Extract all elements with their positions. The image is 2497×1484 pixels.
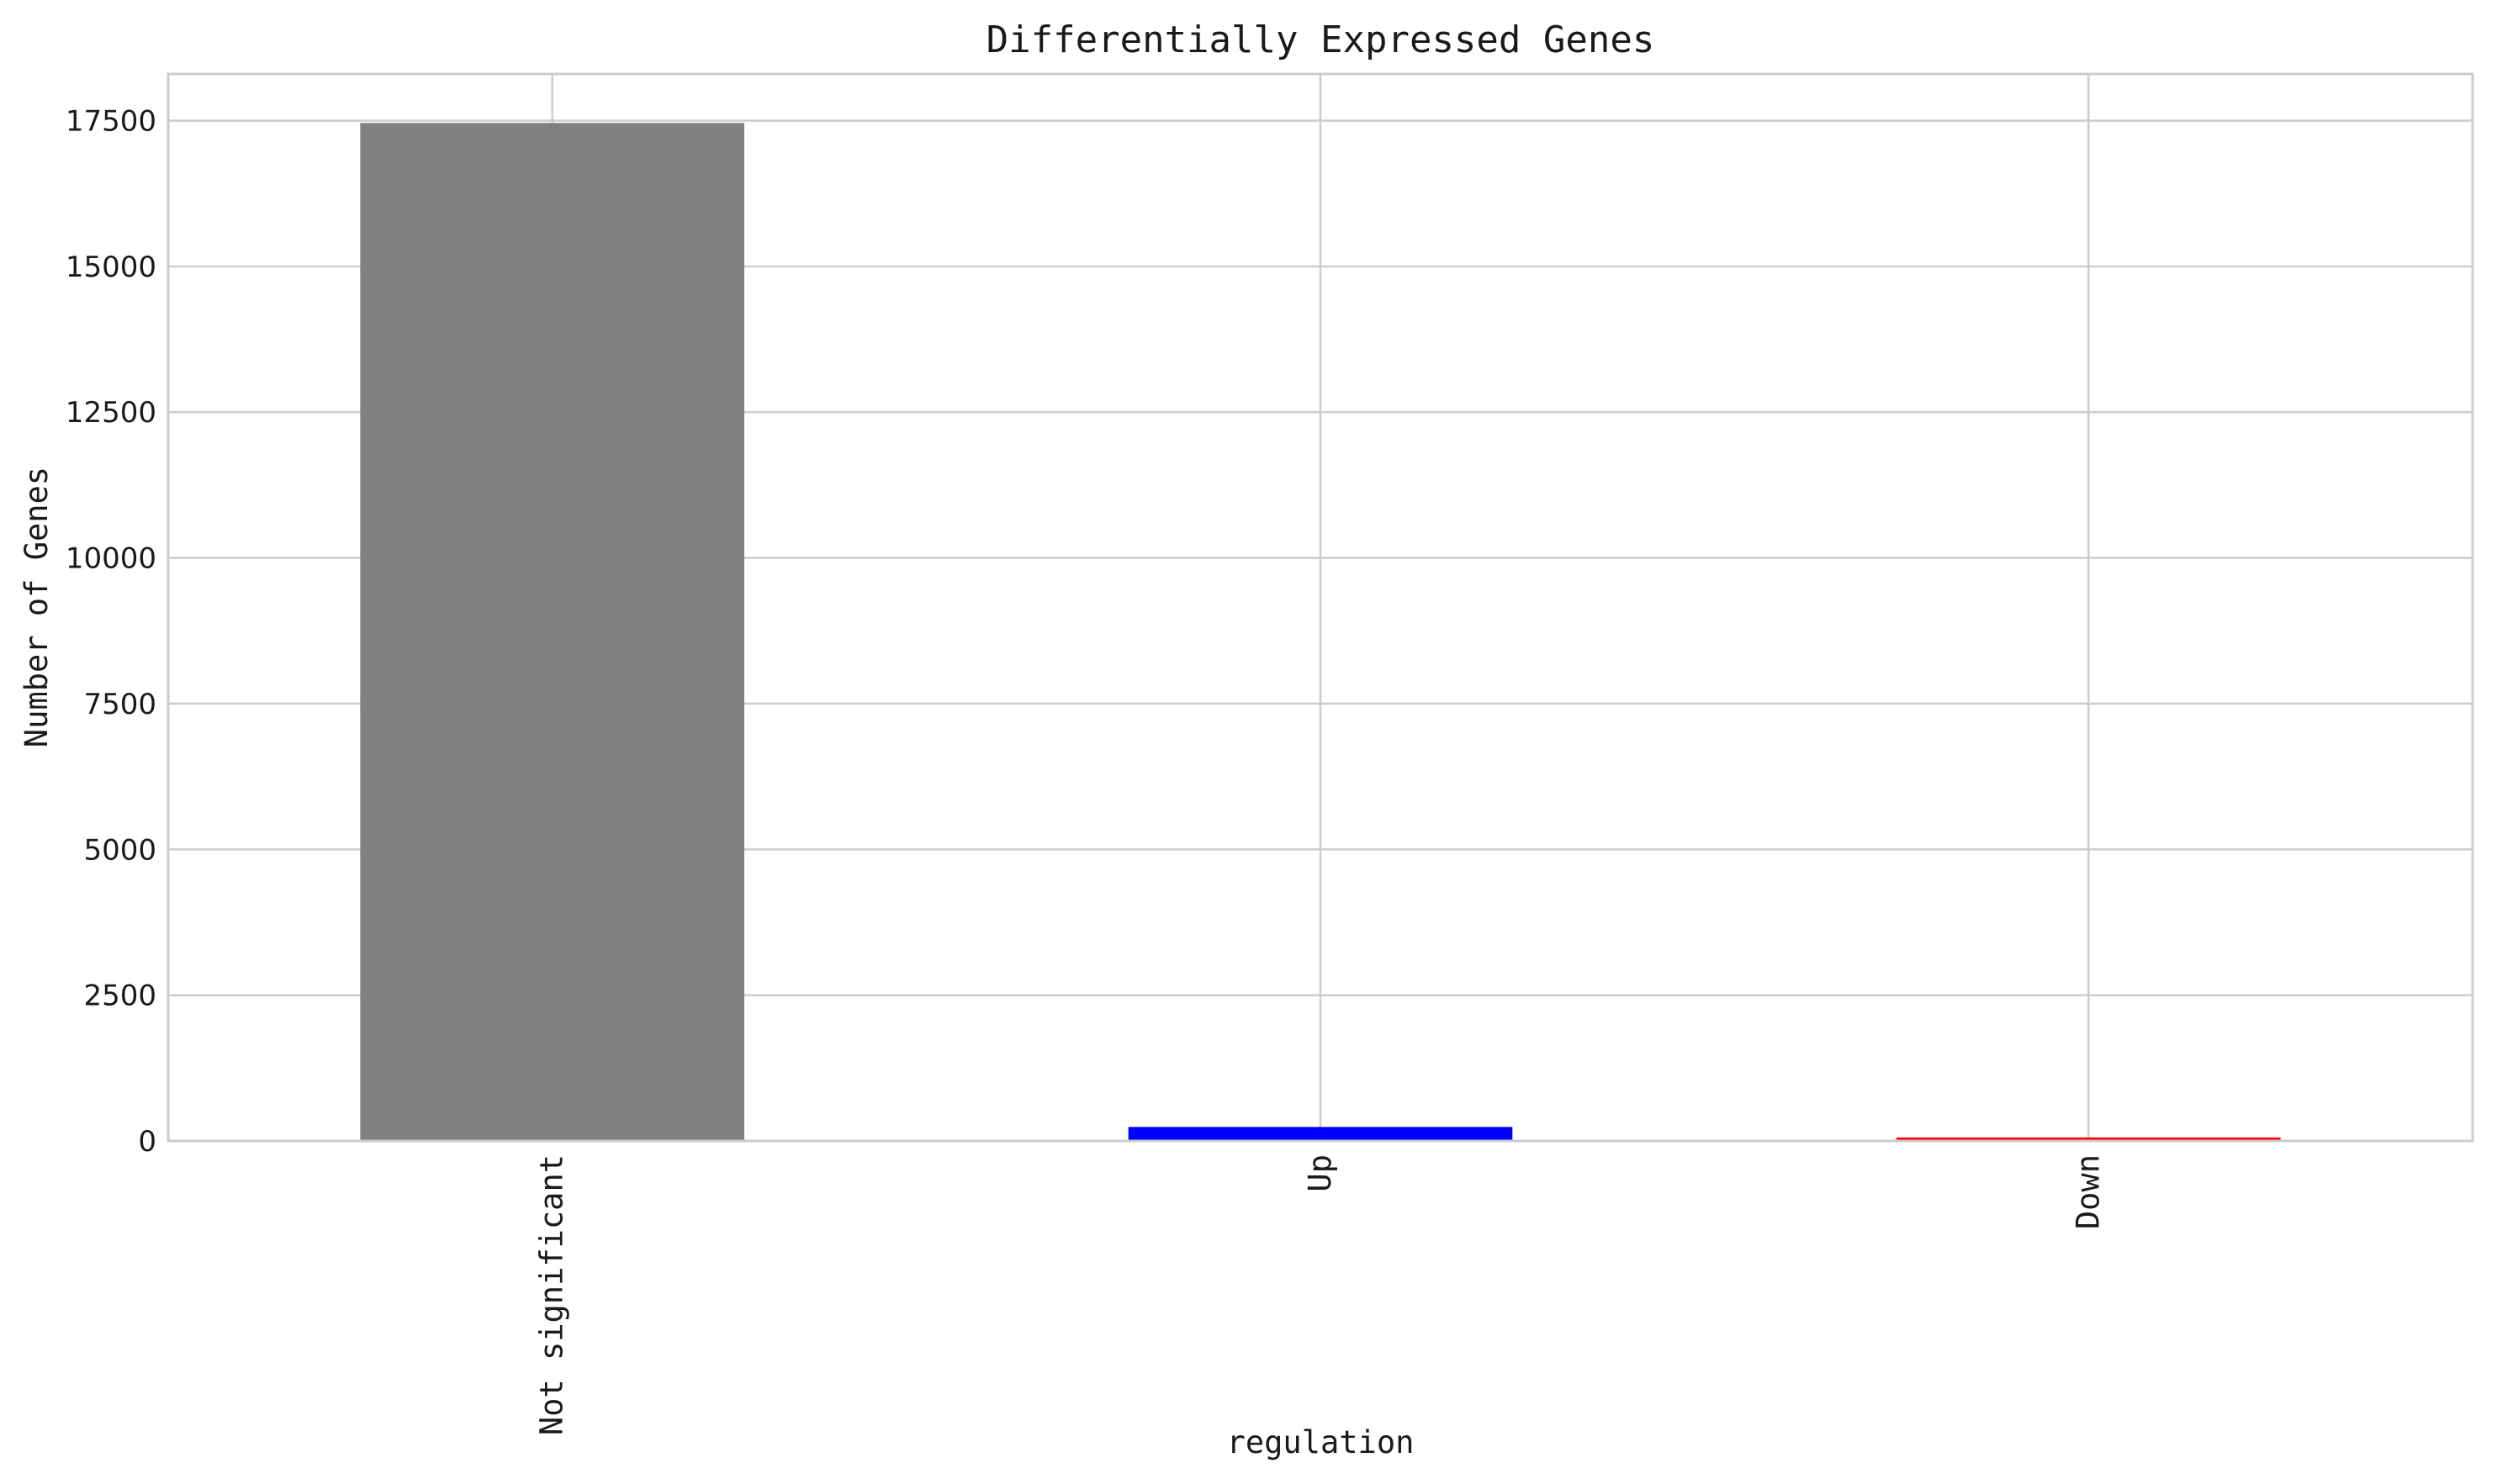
y-tick-label: 0	[138, 1125, 156, 1159]
plot-frame	[167, 72, 2474, 1143]
bar-up	[1128, 1127, 1513, 1141]
y-tick-label: 12500	[66, 396, 156, 430]
y-axis-label: Number of Genes	[19, 467, 55, 747]
x-tick-label: Not significant	[534, 1154, 570, 1435]
x-axis-label: regulation	[1227, 1424, 1415, 1460]
y-tick-label: 17500	[66, 104, 156, 138]
bars	[360, 123, 2281, 1142]
y-tick-label: 10000	[66, 542, 156, 576]
x-axis-ticks: Not significant Up Down	[534, 1154, 2107, 1435]
y-tick-label: 15000	[66, 251, 156, 284]
x-tick-label: Down	[2070, 1154, 2106, 1229]
y-tick-label: 7500	[83, 688, 156, 721]
x-tick-label: Up	[1302, 1154, 1338, 1192]
bar-not-significant	[360, 123, 744, 1142]
y-tick-label: 2500	[83, 980, 156, 1013]
chart-title: Differentially Expressed Genes	[987, 18, 1655, 61]
y-tick-label: 5000	[83, 833, 156, 867]
bar-down	[1897, 1137, 2281, 1141]
y-axis-ticks: 0 2500 5000 7500 10000 12500 15000 17500	[66, 104, 156, 1159]
